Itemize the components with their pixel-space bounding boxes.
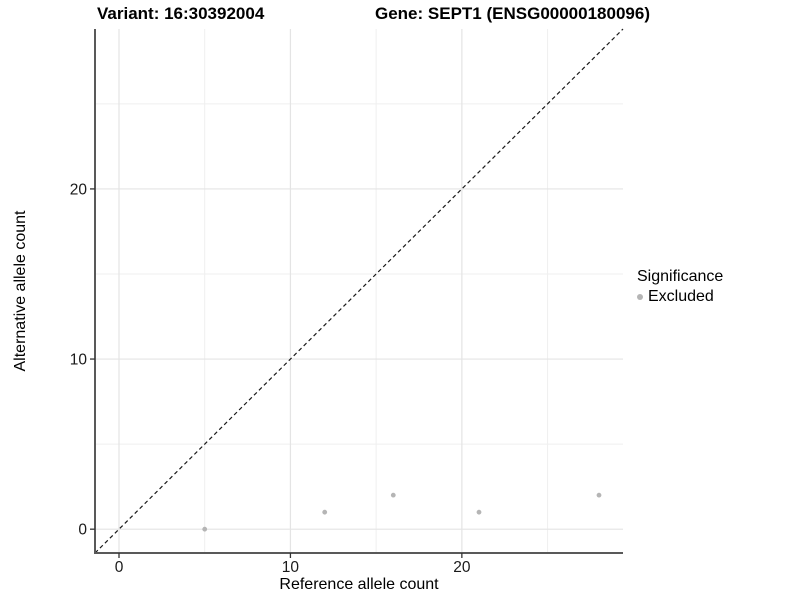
y-tick-label: 0 — [78, 522, 87, 539]
data-point — [322, 509, 328, 515]
data-point — [476, 509, 482, 515]
legend: Significance Excluded — [637, 268, 723, 306]
data-point — [390, 492, 396, 498]
legend-title: Significance — [637, 268, 724, 285]
legend-point-icon — [637, 294, 643, 301]
y-tick-label: 10 — [70, 352, 88, 369]
data-point — [596, 492, 602, 498]
legend-item-label: Excluded — [648, 288, 714, 306]
y-tick-label: 20 — [70, 181, 88, 198]
y-axis-title: Alternative allele count — [12, 210, 29, 372]
x-axis-title: Reference allele count — [279, 576, 439, 593]
x-tick-label: 0 — [115, 559, 124, 576]
plot-title-gene: Gene: SEPT1 (ENSG00000180096) — [375, 4, 650, 23]
data-point — [202, 526, 208, 532]
plot-title-variant: Variant: 16:30392004 — [97, 4, 265, 23]
x-tick-label: 20 — [453, 559, 471, 576]
legend-item-excluded: Excluded — [637, 288, 723, 306]
identity-line — [94, 28, 624, 554]
x-tick-label: 10 — [282, 559, 300, 576]
